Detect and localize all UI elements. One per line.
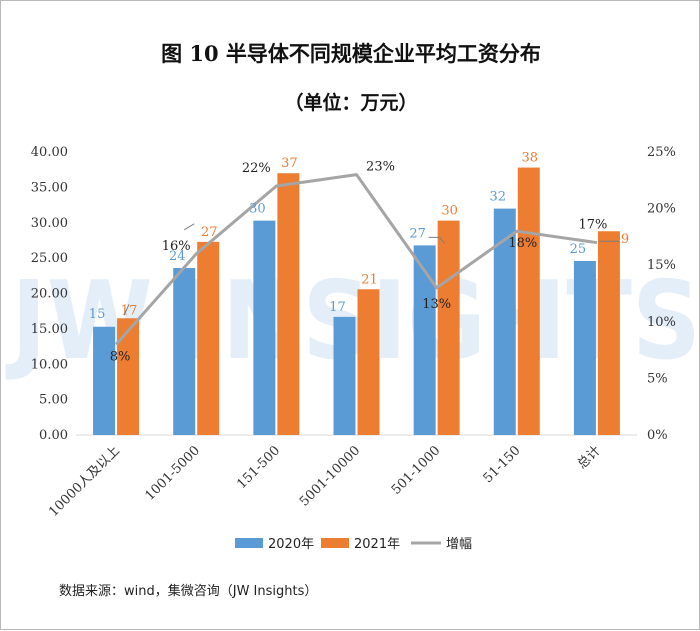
right-tick-label: 25% bbox=[647, 145, 676, 160]
label-2020: 30 bbox=[249, 202, 266, 217]
label-2021: 27 bbox=[201, 225, 218, 240]
left-tick-label: 15.00 bbox=[31, 322, 68, 337]
growth-label: 17% bbox=[578, 218, 607, 233]
left-tick-label: 20.00 bbox=[31, 287, 68, 302]
bar-2021 bbox=[357, 289, 380, 435]
label-2021: 21 bbox=[361, 272, 378, 287]
right-tick-label: 0% bbox=[647, 428, 668, 443]
left-tick-label: 40.00 bbox=[31, 145, 68, 160]
right-tick-label: 15% bbox=[647, 258, 676, 273]
label-2020: 27 bbox=[409, 226, 426, 241]
bar-2021 bbox=[517, 167, 540, 435]
category-label: 总计 bbox=[575, 443, 604, 472]
category-label: 51-150 bbox=[481, 443, 524, 486]
category-label: 10000人及以上 bbox=[46, 443, 123, 520]
left-tick-label: 30.00 bbox=[31, 216, 68, 231]
bar-2020 bbox=[173, 268, 196, 435]
bar-2020 bbox=[93, 326, 116, 435]
legend-label-2020: 2020年 bbox=[268, 537, 314, 552]
chart-subtitle: （单位：万元） bbox=[284, 91, 417, 114]
bar-2020 bbox=[253, 220, 276, 435]
growth-label: 18% bbox=[508, 236, 537, 251]
category-label: 501-1000 bbox=[389, 443, 444, 498]
left-tick-label: 5.00 bbox=[39, 393, 68, 408]
bar-2021 bbox=[117, 318, 140, 435]
label-2021: 29 bbox=[613, 232, 630, 247]
bar-2021 bbox=[437, 220, 460, 435]
growth-line bbox=[114, 173, 598, 346]
bar-2021 bbox=[277, 173, 300, 435]
bar-2020 bbox=[573, 260, 596, 435]
leader-line bbox=[123, 304, 130, 316]
label-2021: 38 bbox=[522, 151, 539, 166]
label-2021: 37 bbox=[281, 156, 298, 171]
legend-swatch-2021 bbox=[321, 538, 349, 548]
right-tick-label: 5% bbox=[647, 371, 668, 386]
growth-label: 23% bbox=[366, 160, 395, 175]
category-label: 1001-5000 bbox=[143, 443, 204, 504]
source-note: 数据来源：wind，集微咨询（JW Insights） bbox=[59, 583, 317, 599]
growth-label: 16% bbox=[162, 239, 191, 254]
category-label: 5001-10000 bbox=[297, 443, 363, 509]
growth-label: 22% bbox=[242, 161, 271, 176]
right-tick-label: 20% bbox=[647, 202, 676, 217]
bar-2020 bbox=[413, 245, 436, 435]
legend: 2020年 2021年 增幅 bbox=[235, 537, 472, 552]
bar-2020 bbox=[333, 316, 356, 435]
right-tick-label: 10% bbox=[647, 315, 676, 330]
growth-polyline bbox=[114, 173, 598, 346]
left-tick-label: 25.00 bbox=[31, 251, 68, 266]
left-tick-label: 10.00 bbox=[31, 357, 68, 372]
left-tick-label: 0.00 bbox=[39, 428, 68, 443]
label-2020: 25 bbox=[570, 242, 587, 257]
label-2020: 15 bbox=[89, 307, 106, 322]
bar-2021 bbox=[197, 241, 220, 435]
leader-line bbox=[183, 223, 195, 231]
bar-2021 bbox=[597, 231, 620, 435]
bars bbox=[93, 167, 620, 435]
legend-label-growth: 增幅 bbox=[446, 537, 472, 552]
chart-title: 图 10 半导体不同规模企业平均工资分布 bbox=[161, 41, 541, 66]
left-tick-label: 35.00 bbox=[31, 180, 68, 195]
growth-label: 8% bbox=[110, 349, 131, 364]
label-2020: 32 bbox=[490, 190, 507, 205]
category-label: 151-500 bbox=[234, 443, 283, 492]
label-2020: 17 bbox=[329, 300, 346, 315]
bar-2020 bbox=[493, 208, 516, 435]
leader-line bbox=[428, 236, 446, 244]
legend-label-2021: 2021年 bbox=[354, 537, 400, 552]
label-2020: 24 bbox=[169, 249, 186, 264]
legend-swatch-2020 bbox=[235, 538, 263, 548]
growth-label: 13% bbox=[422, 297, 451, 312]
label-2021: 30 bbox=[441, 204, 458, 219]
label-2021: 17 bbox=[121, 303, 138, 318]
data-labels: 15 17 24 27 30 37 17 21 27 30 32 38 25 29 8% 16% 22% 23% 1… bbox=[89, 151, 629, 365]
